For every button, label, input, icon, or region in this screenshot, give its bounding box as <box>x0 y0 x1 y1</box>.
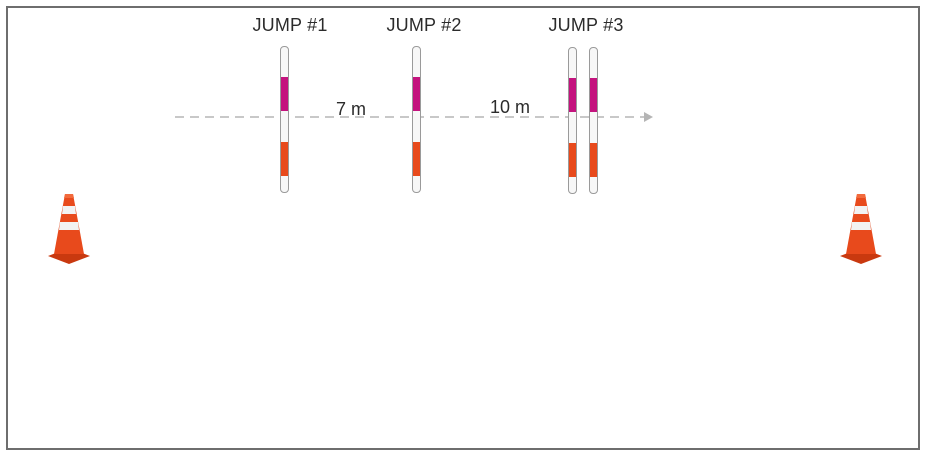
cone-left-icon <box>46 192 92 266</box>
pole-orange-band <box>281 142 288 176</box>
pole-magenta-band <box>590 78 597 112</box>
pole-magenta-band <box>281 77 288 111</box>
pole-orange-band <box>413 142 420 176</box>
pole-orange-band <box>590 143 597 177</box>
jump-2-label: JUMP #2 <box>386 15 462 35</box>
pole-magenta-band <box>413 77 420 111</box>
jump-1-pole <box>280 46 289 193</box>
pole-magenta-band <box>569 78 576 112</box>
diagram-frame <box>6 6 920 450</box>
jump-3-label: JUMP #3 <box>548 15 624 35</box>
jump-3-pole-right <box>589 47 598 194</box>
cone-right-icon <box>838 192 884 266</box>
distance-2-label: 10 m <box>489 97 531 117</box>
jump-1-label: JUMP #1 <box>252 15 328 35</box>
jump-2-pole <box>412 46 421 193</box>
jump-3-pole-left <box>568 47 577 194</box>
distance-1-label: 7 m <box>335 99 367 119</box>
pole-orange-band <box>569 143 576 177</box>
